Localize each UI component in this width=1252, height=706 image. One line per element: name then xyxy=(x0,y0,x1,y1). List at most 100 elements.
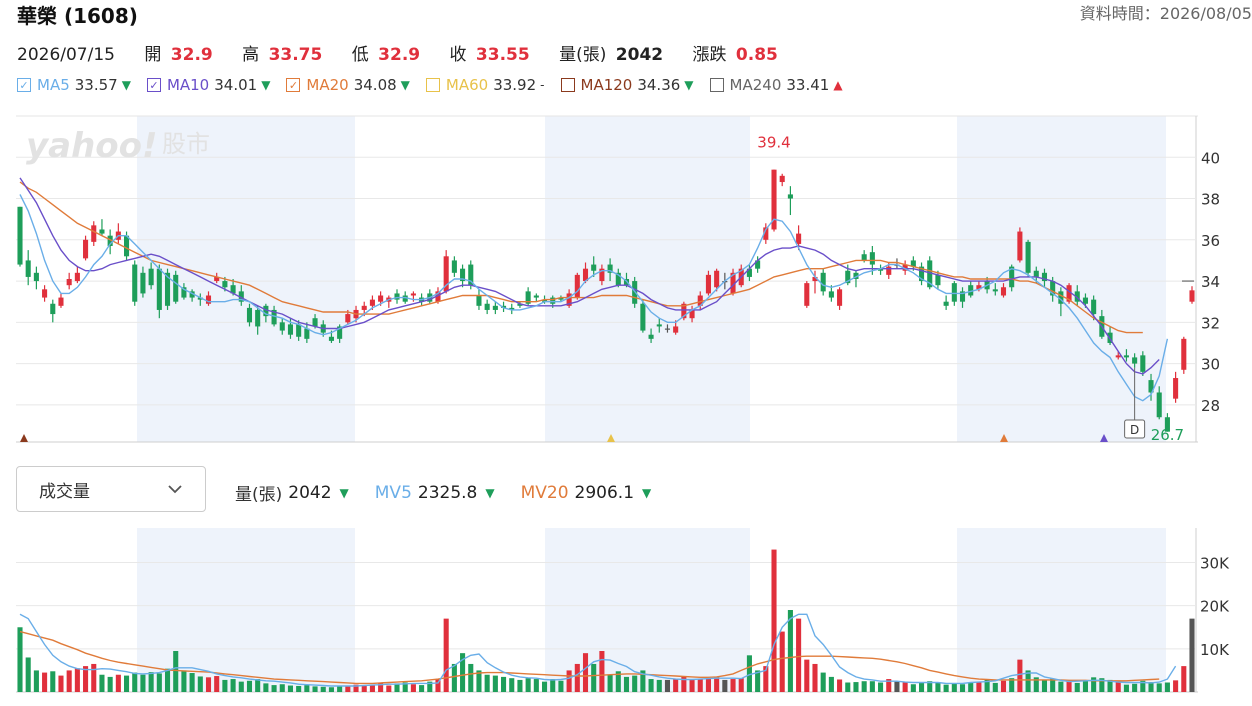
candle-body xyxy=(591,264,597,271)
candle-body xyxy=(337,326,343,339)
candle-body xyxy=(91,225,97,242)
candle-body xyxy=(124,235,130,257)
candle-body xyxy=(943,301,949,306)
volume-bar xyxy=(107,676,113,692)
candle-body xyxy=(828,291,834,298)
volume-bar xyxy=(214,676,220,692)
candle xyxy=(681,301,687,321)
volume-bar xyxy=(337,686,343,692)
volume-bar xyxy=(812,663,818,692)
candle xyxy=(615,268,621,288)
volume-chart[interactable]: 10K 20K 30K xyxy=(0,528,1252,694)
candle xyxy=(820,268,826,296)
candle xyxy=(156,264,162,319)
candle xyxy=(697,291,703,310)
volume-bar xyxy=(992,682,998,692)
candle-body xyxy=(599,268,605,282)
volume-bar xyxy=(656,679,662,692)
candle xyxy=(787,186,793,216)
checkbox-checked-icon[interactable]: ✓ xyxy=(146,78,161,92)
volume-bar xyxy=(279,684,285,692)
candle-body xyxy=(468,264,474,286)
volume-bar xyxy=(33,670,39,692)
price-chart[interactable]: 28 30 32 34 36 38 40 yahoo! 股市 39.4 26.7 D xyxy=(0,112,1252,446)
volume-bar xyxy=(722,679,728,692)
ma-legend-item-ma60[interactable]: MA60 33.92- xyxy=(425,76,545,94)
ma-legend-item-ma240[interactable]: MA240 33.41 ▲ xyxy=(709,76,843,94)
period-high-label: 39.4 xyxy=(757,134,790,152)
candle xyxy=(492,301,498,315)
volume-bar xyxy=(83,666,89,692)
candle xyxy=(1115,351,1121,360)
checkbox-unchecked-icon[interactable] xyxy=(560,78,575,92)
volume-bar xyxy=(492,675,498,692)
candle xyxy=(1156,386,1162,420)
ma-value: 34.08 xyxy=(353,76,397,94)
candle-body xyxy=(378,295,384,302)
candle xyxy=(779,173,785,187)
volume-bar xyxy=(1025,670,1031,692)
candle xyxy=(959,287,966,308)
candle xyxy=(574,272,580,300)
volume-bar xyxy=(484,674,490,692)
candle-body xyxy=(328,336,334,341)
checkbox-checked-icon[interactable]: ✓ xyxy=(17,78,31,92)
candle-body xyxy=(787,194,793,199)
candle-body xyxy=(558,297,564,300)
volume-bar xyxy=(410,684,416,692)
candle-body xyxy=(238,291,244,302)
volume-bar xyxy=(1140,680,1146,692)
volume-bar xyxy=(681,676,687,692)
volume-bar xyxy=(386,685,392,692)
checkbox-unchecked-icon[interactable] xyxy=(709,78,724,92)
volume-bar xyxy=(17,627,23,692)
candle xyxy=(443,250,449,294)
volume-bar xyxy=(550,679,556,692)
volume-indicator-select[interactable]: 成交量 xyxy=(16,466,206,512)
ma-legend-item-ma5[interactable]: ✓ MA5 33.57 ▼ xyxy=(17,76,131,94)
candle-body xyxy=(476,295,482,306)
candle-body xyxy=(246,307,253,323)
period-shade-band xyxy=(137,528,355,692)
candle xyxy=(238,285,244,306)
candle xyxy=(902,260,908,275)
close-label: 收 xyxy=(449,45,467,65)
candle xyxy=(755,256,761,273)
candle-body xyxy=(918,266,925,282)
volume-bar xyxy=(312,686,318,692)
volume-value: 2042 xyxy=(615,45,664,65)
checkbox-unchecked-icon[interactable] xyxy=(425,78,440,92)
candle-body xyxy=(197,297,203,300)
candle-body xyxy=(837,289,843,306)
volume-bar xyxy=(566,670,572,692)
volume-bar xyxy=(861,681,867,692)
volume-bar xyxy=(394,683,400,692)
candle-body xyxy=(66,279,72,286)
candle-body xyxy=(730,272,736,294)
candle xyxy=(992,283,998,296)
candle-body xyxy=(74,272,80,282)
candle-body xyxy=(779,175,785,183)
ma-legend-item-ma10[interactable]: ✓ MA10 34.01 ▼ xyxy=(146,76,270,94)
volume-bar xyxy=(238,681,244,692)
volume-legend-item: MV5 2325.8 ▼ xyxy=(375,480,495,505)
volume-bar xyxy=(894,681,900,692)
candle-body xyxy=(83,239,89,259)
candle xyxy=(1000,283,1007,298)
candle xyxy=(763,223,769,244)
candle xyxy=(25,250,31,286)
candle-body xyxy=(1050,281,1056,296)
candle-body xyxy=(533,295,539,298)
ma-legend-item-ma20[interactable]: ✓ MA20 34.08 ▼ xyxy=(286,76,410,94)
candle-body xyxy=(1066,285,1072,302)
volume-bar xyxy=(1066,680,1072,692)
candle xyxy=(1181,336,1187,374)
data-time-label: 資料時間：2026/08/05 xyxy=(1079,4,1252,23)
volume-bar xyxy=(918,682,925,692)
checkbox-checked-icon[interactable]: ✓ xyxy=(286,78,301,92)
ma5-line xyxy=(19,194,1169,402)
ma-legend-item-ma120[interactable]: MA120 34.36 ▼ xyxy=(560,76,694,94)
candle-body xyxy=(902,264,908,271)
event-triangle-marker xyxy=(607,434,615,442)
candle-body xyxy=(107,235,113,246)
